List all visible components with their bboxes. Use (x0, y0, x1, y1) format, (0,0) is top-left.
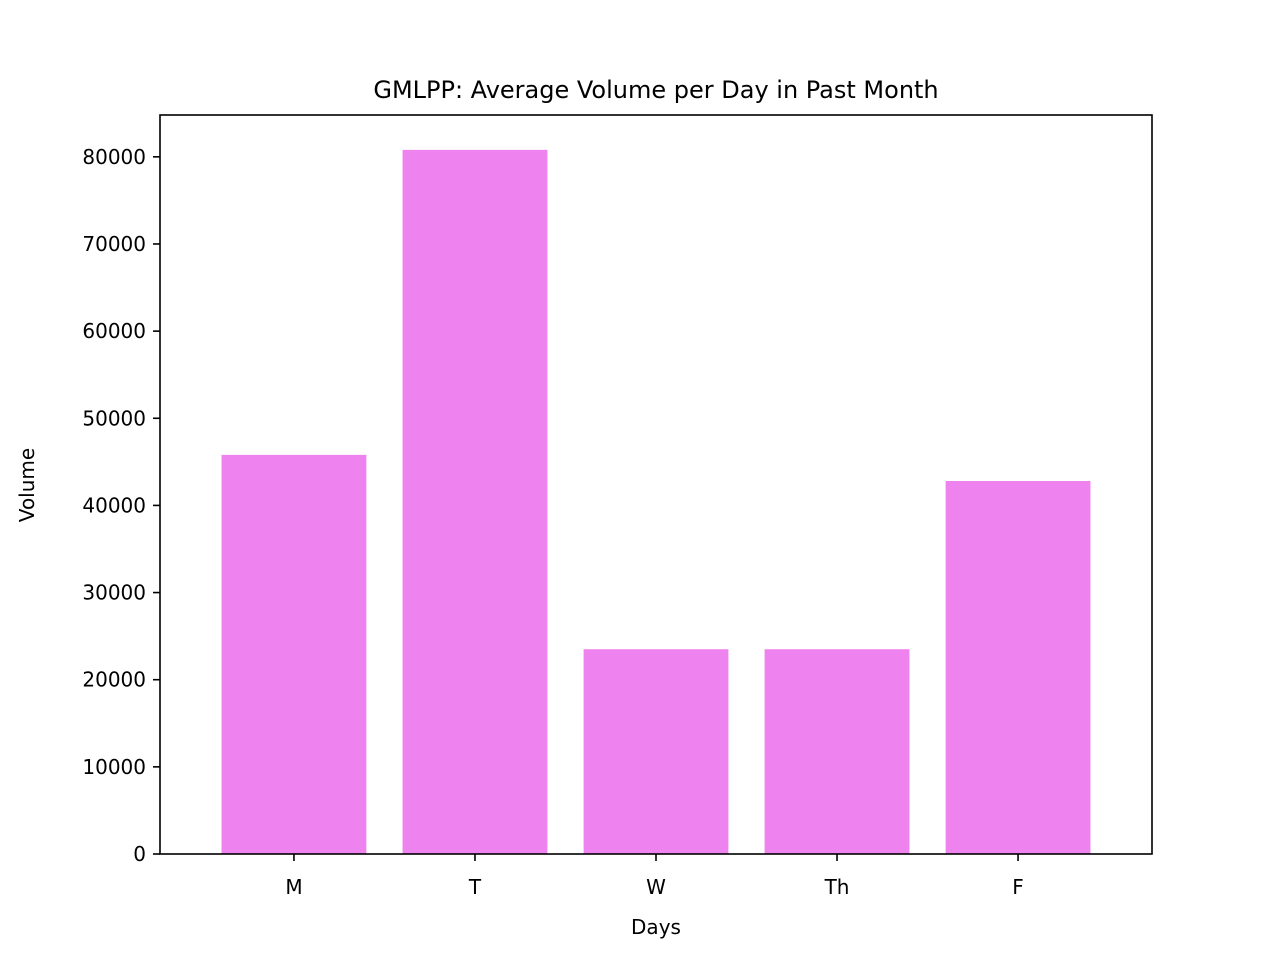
y-tick-label: 30000 (82, 581, 146, 605)
y-tick-label: 60000 (82, 319, 146, 343)
x-tick-label: M (285, 875, 302, 899)
bar-w (583, 649, 729, 854)
bar-t (402, 149, 548, 854)
x-tick-label: Th (824, 875, 850, 899)
plot-area-frame (159, 114, 1153, 855)
x-tick-label: T (468, 875, 482, 899)
y-tick-label: 20000 (82, 668, 146, 692)
y-tick-label: 50000 (82, 406, 146, 430)
y-tick-label: 80000 (82, 145, 146, 169)
x-axis-label: Days (631, 915, 681, 939)
y-axis-label: Volume (15, 448, 39, 522)
x-tick-label: F (1012, 875, 1024, 899)
y-axis-ticks: 0 10000 20000 30000 40000 50000 60000 70000 8000… (82, 145, 160, 866)
x-axis-ticks: M T W Th F (285, 854, 1024, 899)
bar-f (945, 481, 1091, 854)
x-tick-label: W (646, 875, 666, 899)
bars-layer (221, 149, 1091, 854)
chart-title: GMLPP: Average Volume per Day in Past Mo… (373, 76, 938, 104)
bar-m (221, 454, 367, 854)
bar-th (764, 649, 910, 854)
y-tick-label: 70000 (82, 232, 146, 256)
y-tick-label: 40000 (82, 493, 146, 517)
y-tick-label: 10000 (82, 755, 146, 779)
y-tick-label: 0 (133, 842, 146, 866)
